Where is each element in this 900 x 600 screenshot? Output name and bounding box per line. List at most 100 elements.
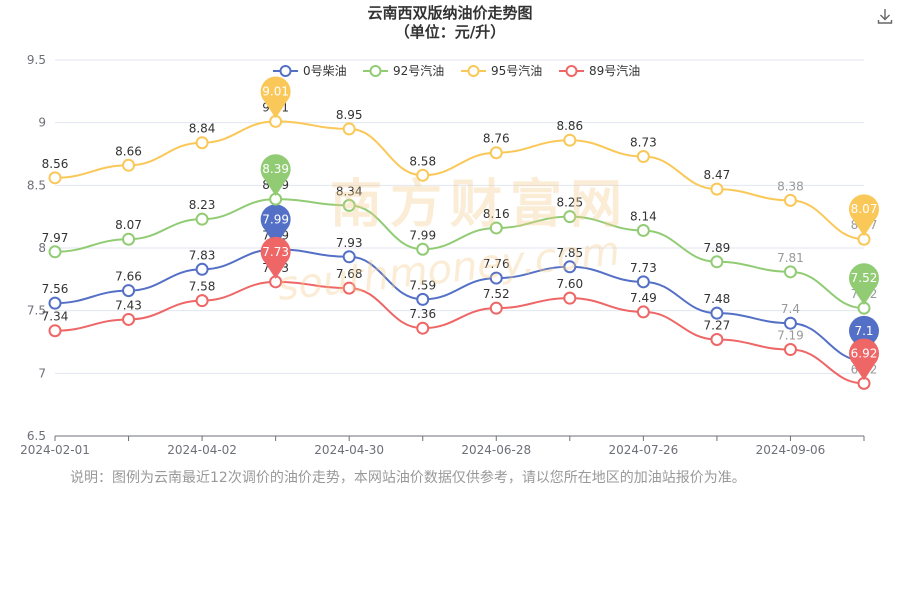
data-point xyxy=(636,223,650,237)
data-point xyxy=(342,250,356,264)
data-label: 7.49 xyxy=(630,291,657,305)
data-point xyxy=(48,171,62,185)
data-label: 7.43 xyxy=(115,298,142,312)
pin-label: 6.92 xyxy=(851,346,878,360)
marker-pin: 7.99 xyxy=(260,204,291,247)
series-line xyxy=(54,280,865,385)
data-point xyxy=(636,150,650,164)
legend-item[interactable]: 92号汽油 xyxy=(363,63,444,78)
marker-pin: 8.07 xyxy=(849,194,880,237)
data-label: 8.07 xyxy=(115,218,142,232)
legend-marker xyxy=(565,65,578,77)
data-point xyxy=(48,296,62,310)
marker-pin: 9.01 xyxy=(260,76,291,119)
data-label: 7.52 xyxy=(483,287,510,301)
data-label: 8.25 xyxy=(556,196,583,210)
pin-label: 9.01 xyxy=(262,84,289,98)
marker-pin: 7.1 xyxy=(849,315,880,358)
data-label: 7.60 xyxy=(556,277,583,291)
data-label: 7.81 xyxy=(777,251,804,265)
data-label: 7.73 xyxy=(630,261,657,275)
x-tick-label: 2024-07-26 xyxy=(608,443,678,457)
series-line xyxy=(54,120,865,241)
data-label: 8.23 xyxy=(189,198,216,212)
pin-shape xyxy=(849,194,880,237)
series-2: 8.56 8.66 8.84 9.01 8.95 8.58 8.76 8.86 8.73 8.47… xyxy=(42,76,880,246)
x-tick-label: 2024-09-06 xyxy=(756,443,826,457)
data-label: 7.85 xyxy=(556,246,583,260)
legend-marker xyxy=(467,65,480,77)
data-label: 8.38 xyxy=(777,179,804,193)
y-tick-label: 9 xyxy=(38,116,46,130)
data-label: 7.19 xyxy=(777,329,804,343)
data-point xyxy=(342,281,356,295)
series-3: 7.34 7.43 7.58 7.73 7.68 7.36 7.52 7.60 7.49 7.27… xyxy=(42,236,880,390)
data-label: 8.14 xyxy=(630,209,657,223)
data-label: 8.95 xyxy=(336,108,363,122)
marker-pin: 7.73 xyxy=(260,236,291,279)
data-label: 7.59 xyxy=(409,278,436,292)
y-tick-label: 7.5 xyxy=(27,304,46,318)
x-tick-label: 2024-02-01 xyxy=(20,443,90,457)
pin-shape xyxy=(260,236,291,279)
data-point xyxy=(122,232,136,246)
data-label: 7.27 xyxy=(704,318,731,332)
data-label: 7.97 xyxy=(42,231,69,245)
legend-label: 95号汽油 xyxy=(491,63,542,78)
data-point xyxy=(489,146,503,160)
data-point xyxy=(195,136,209,150)
data-label: 7.89 xyxy=(704,241,731,255)
legend-item[interactable]: 0号柴油 xyxy=(273,64,347,78)
data-point xyxy=(563,210,577,224)
data-point xyxy=(563,133,577,147)
marker-pin: 8.39 xyxy=(260,154,291,197)
legend-marker xyxy=(369,65,382,77)
series-1: 7.97 8.07 8.23 8.39 8.34 7.99 8.16 8.25 8.14 7.89… xyxy=(42,154,880,315)
data-point xyxy=(48,245,62,259)
pin-label: 7.73 xyxy=(262,245,289,259)
data-point xyxy=(416,242,430,256)
pin-label: 7.1 xyxy=(854,324,873,338)
data-point xyxy=(783,316,797,330)
data-label: 7.4 xyxy=(781,302,800,316)
data-point xyxy=(122,312,136,326)
data-point xyxy=(489,221,503,235)
pin-shape xyxy=(849,263,880,306)
series-line xyxy=(54,198,865,310)
data-point xyxy=(48,324,62,338)
data-label: 8.84 xyxy=(189,122,216,136)
data-point xyxy=(563,291,577,305)
legend-item[interactable]: 95号汽油 xyxy=(461,63,542,78)
legend-marker xyxy=(279,65,292,77)
x-tick-label: 2024-04-02 xyxy=(167,443,237,457)
y-tick-label: 9.5 xyxy=(27,53,46,67)
marker-pin: 6.92 xyxy=(849,338,880,381)
data-point xyxy=(342,198,356,212)
data-point xyxy=(122,158,136,172)
data-label: 7.66 xyxy=(115,270,142,284)
legend-item[interactable]: 89号汽油 xyxy=(559,63,640,78)
data-label: 7.93 xyxy=(336,236,363,250)
chart-title: 云南西双版纳油价走势图 （单位：元/升） xyxy=(0,4,900,42)
data-point xyxy=(636,305,650,319)
marker-pin: 7.52 xyxy=(849,263,880,306)
data-label: 7.99 xyxy=(409,228,436,242)
chart-footnote: 说明：图例为云南最近12次调价的油价走势，本网站油价数据仅供参考，请以您所在地区… xyxy=(70,470,746,486)
data-point xyxy=(195,262,209,276)
data-point xyxy=(783,343,797,357)
data-point xyxy=(416,168,430,182)
data-point xyxy=(563,260,577,274)
x-tick-label: 2024-04-30 xyxy=(314,443,384,457)
data-point xyxy=(489,301,503,315)
pin-shape xyxy=(849,315,880,358)
data-point xyxy=(195,212,209,226)
x-tick-label: 2024-06-28 xyxy=(461,443,531,457)
data-label: 7.56 xyxy=(42,282,69,296)
data-label: 8.66 xyxy=(115,144,142,158)
pin-label: 8.07 xyxy=(851,202,878,216)
download-icon[interactable] xyxy=(876,7,894,25)
data-label: 8.47 xyxy=(704,168,731,182)
y-tick-label: 8 xyxy=(38,241,46,255)
chart-title-unit: （单位：元/升） xyxy=(394,23,506,41)
